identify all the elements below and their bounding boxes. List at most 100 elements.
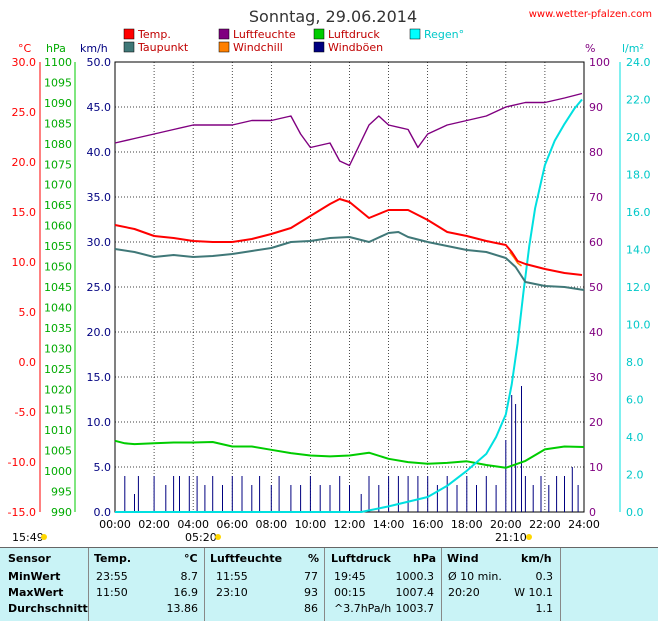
- stats-table: Sensor Temp. °C Luftfeuchte % Luftdruck …: [0, 547, 658, 621]
- stats-cell-p-val: 1000.3: [395, 570, 435, 583]
- stats-cell-p-time: ^3.7hPa/h: [334, 602, 392, 615]
- series-line-taupunkt: [114, 231, 585, 291]
- wind-tick-label: 25.0: [87, 281, 112, 294]
- temp-tick-label: -15.0: [8, 506, 36, 519]
- rain-tick-label: 16.0: [626, 206, 651, 219]
- temp-tick-label: 10.0: [12, 256, 37, 269]
- site-link[interactable]: www.wetter-pfalzen.com: [529, 9, 652, 20]
- series-line-temp: [114, 198, 583, 276]
- wind-unit-label: km/h: [80, 42, 108, 55]
- rain-tick-label: 2.0: [626, 469, 644, 482]
- stats-cell-w-val: 0.3: [535, 570, 554, 583]
- pressure-tick-label: 1000: [44, 465, 72, 478]
- stats-cell-label: Durchschnitt: [8, 602, 88, 615]
- series-line-windchill: [509, 251, 522, 267]
- legend-swatch: [313, 28, 325, 40]
- temp-tick-label: 15.0: [12, 206, 37, 219]
- series-line-regen: [115, 98, 583, 513]
- time-tick-label: 14:00: [373, 518, 405, 531]
- rain-tick-label: 22.0: [626, 94, 651, 107]
- stats-cell-h-time: 11:55: [216, 570, 248, 583]
- rain-tick-label: 18.0: [626, 169, 651, 182]
- temp-tick-label: 5.0: [19, 306, 37, 319]
- pressure-tick-label: 1010: [44, 424, 72, 437]
- pressure-tick-label: 990: [51, 506, 72, 519]
- header-temp-unit: °C: [184, 552, 198, 565]
- axes: 30.0 25.0 20.0 15.0 10.0 5.0 0.0 -5.0 -10.0 -15.0…: [8, 56, 651, 531]
- wind-tick-label: 20.0: [87, 326, 112, 339]
- stats-cell-p-time: 19:45: [334, 570, 366, 583]
- stats-cell-h-val: 86: [304, 602, 318, 615]
- stats-cell-p-val: 1007.4: [395, 586, 435, 599]
- header-pressure: Luftdruck: [331, 552, 391, 565]
- wind-tick-label: 35.0: [87, 191, 112, 204]
- legend-swatch: [123, 28, 135, 40]
- rain-tick-label: 6.0: [626, 394, 644, 407]
- sunset-time: 21:10: [495, 531, 527, 544]
- series-line-luftdruck: [114, 439, 585, 469]
- chart-title: Sonntag, 29.06.2014: [249, 7, 417, 26]
- time-tick-label: 04:00: [177, 518, 209, 531]
- temp-unit-label: °C: [18, 42, 32, 55]
- stats-cell-t-time: 23:55: [96, 570, 128, 583]
- col-divider: [88, 548, 89, 621]
- humidity-tick-label: 30: [589, 371, 603, 384]
- pressure-tick-label: 1005: [44, 445, 72, 458]
- rain-tick-label: 12.0: [626, 281, 651, 294]
- humidity-tick-label: 90: [589, 101, 603, 114]
- wind-tick-label: 40.0: [87, 146, 112, 159]
- temp-tick-label: 20.0: [12, 156, 37, 169]
- stats-cell-p-time: 00:15: [334, 586, 366, 599]
- time-tick-label: 12:00: [334, 518, 366, 531]
- stats-cell-t-val: 13.86: [166, 602, 199, 615]
- humidity-tick-label: 60: [589, 236, 603, 249]
- series-line-windben: [124, 386, 579, 512]
- header-humidity-unit: %: [308, 552, 320, 565]
- legend-label: Windchill: [233, 41, 283, 54]
- pressure-tick-label: 995: [51, 486, 72, 499]
- rain-tick-label: 4.0: [626, 431, 644, 444]
- sun-left-time: 15:49: [12, 531, 44, 544]
- wind-tick-label: 5.0: [94, 461, 112, 474]
- pressure-tick-label: 1060: [44, 220, 72, 233]
- temp-tick-label: 30.0: [12, 56, 37, 69]
- weather-chart: Sonntag, 29.06.2014 www.wetter-pfalzen.c…: [8, 7, 652, 544]
- series-layer: [114, 92, 585, 513]
- rain-tick-label: 8.0: [626, 356, 644, 369]
- rain-tick-label: 14.0: [626, 244, 651, 257]
- humidity-tick-label: 40: [589, 326, 603, 339]
- pressure-tick-label: 1020: [44, 383, 72, 396]
- time-tick-label: 02:00: [138, 518, 170, 531]
- humidity-tick-label: 70: [589, 191, 603, 204]
- pressure-tick-label: 1015: [44, 404, 72, 417]
- pressure-tick-label: 1070: [44, 179, 72, 192]
- pressure-unit-label: hPa: [46, 42, 66, 55]
- temp-tick-label: -10.0: [8, 456, 36, 469]
- stats-cell-t-val: 16.9: [173, 586, 199, 599]
- stats-cell-w-time: 20:20: [448, 586, 480, 599]
- wind-tick-label: 10.0: [87, 416, 112, 429]
- stats-cell-t-val: 8.7: [180, 570, 199, 583]
- sunrise-time: 05:20: [185, 531, 217, 544]
- stats-cell-label: MaxWert: [8, 586, 64, 599]
- header-sensor: Sensor: [8, 552, 51, 565]
- time-tick-label: 20:00: [490, 518, 522, 531]
- rain-tick-label: 0.0: [626, 506, 644, 519]
- time-tick-label: 18:00: [451, 518, 483, 531]
- pressure-tick-label: 1055: [44, 240, 72, 253]
- rain-tick-label: 10.0: [626, 319, 651, 332]
- stats-cell-p-val: 1003.7: [395, 602, 435, 615]
- temp-tick-label: -5.0: [15, 406, 36, 419]
- sunset-icon: [526, 534, 532, 540]
- wind-tick-label: 50.0: [87, 56, 112, 69]
- stats-cell-label: MinWert: [8, 570, 61, 583]
- stats-cell-w-val: 1.1: [535, 602, 554, 615]
- legend-label: Regen°: [424, 28, 464, 41]
- time-tick-label: 22:00: [529, 518, 561, 531]
- sun-left-icon: [41, 534, 47, 540]
- humidity-tick-label: 20: [589, 416, 603, 429]
- wind-tick-label: 45.0: [87, 101, 112, 114]
- legend-swatch: [313, 41, 325, 53]
- humidity-unit-label: %: [585, 42, 595, 55]
- sun-markers: 15:49 05:20 21:10: [12, 531, 532, 544]
